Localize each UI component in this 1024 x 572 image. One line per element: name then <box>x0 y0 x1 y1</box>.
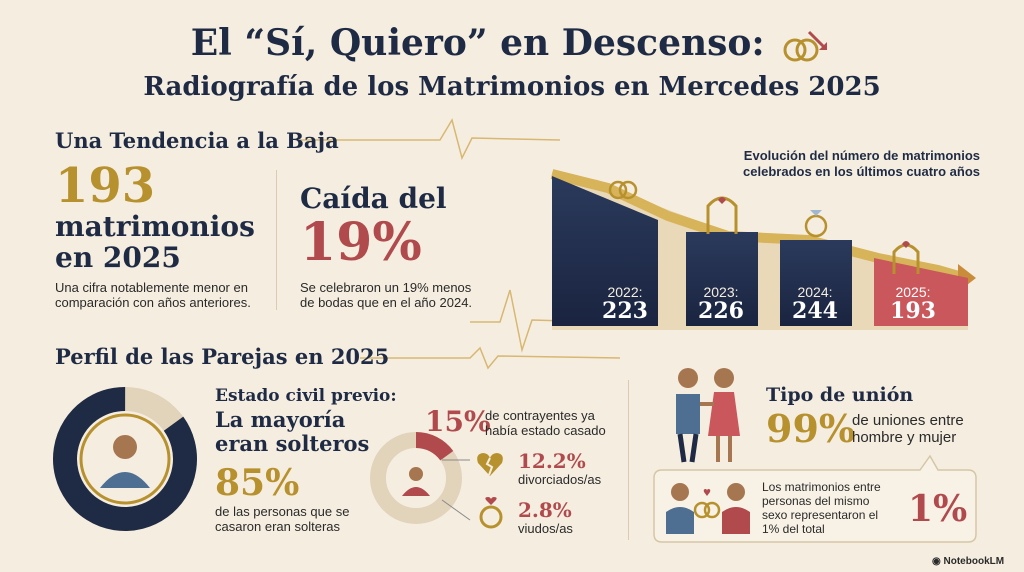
same-desc-2: personas del mismo <box>762 494 870 508</box>
profile-heading: Perfil de las Parejas en 2025 <box>55 344 390 369</box>
rings-icon <box>608 180 638 200</box>
trend-heading: Una Tendencia a la Baja <box>55 128 339 153</box>
profile-divider <box>628 380 629 540</box>
total-value: 193 <box>55 158 156 214</box>
total-label-1: matrimonios <box>55 210 255 243</box>
civil-main-1: La mayoría <box>215 407 346 432</box>
bar-year-2022: 2022: <box>607 284 643 300</box>
same-desc-3: sexo representaron el <box>762 508 879 522</box>
couple-icon <box>676 368 740 463</box>
notebooklm-icon: ◉ <box>932 556 944 567</box>
drop-label: Caída del <box>300 182 447 215</box>
bar-year-2024: 2024: <box>797 284 833 300</box>
person-icon <box>100 435 150 488</box>
chart-title-line2: celebrados en los últimos cuatro años <box>743 164 980 179</box>
total-desc-1: Una cifra notablemente menor en <box>55 280 248 295</box>
union-desc: de uniones entre hombre y mujer <box>852 412 964 446</box>
civil-main-2: eran solteros <box>215 431 370 456</box>
union-value: 99% <box>766 406 855 451</box>
diamond-ring-icon <box>804 210 828 238</box>
union-desc-1: de uniones entre <box>852 412 964 429</box>
prev-married-donut <box>370 432 462 524</box>
single-desc-1: de las personas que se <box>215 504 350 519</box>
woman-icon <box>402 467 430 496</box>
arch-heart-icon <box>892 241 920 274</box>
single-value: 85% <box>215 462 300 504</box>
same-sex-value: 1% <box>908 488 968 530</box>
ring-heart-icon <box>479 497 503 529</box>
chart-title: Evolución del número de matrimonios cele… <box>690 148 980 180</box>
bar-2022 <box>552 176 658 326</box>
same-desc-1: Los matrimonios entre <box>762 480 881 494</box>
trend-divider <box>276 170 277 310</box>
divorced-label: divorciados/as <box>518 472 602 487</box>
single-desc-2: casaron eran solteras <box>215 519 341 534</box>
arch-icon <box>706 196 738 234</box>
bar-year-2025: 2025: <box>895 284 931 300</box>
civil-label: Estado civil previo: <box>215 386 397 406</box>
total-label-2: en 2025 <box>55 241 181 274</box>
page-subtitle: Radiografía de los Matrimonios en Merced… <box>143 72 881 102</box>
broken-heart-icon <box>477 453 503 476</box>
footer-brand: ◉ NotebookLM <box>932 556 1004 567</box>
page-title: El “Sí, Quiero” en Descenso: <box>0 22 1024 66</box>
bar-2024 <box>780 240 852 326</box>
same-desc-4: 1% del total <box>762 522 825 536</box>
drop-desc-2: de bodas que en el año 2024. <box>300 295 473 310</box>
drop-desc-1: Se celebraron un 19% menos <box>300 280 472 295</box>
total-desc-2: comparación con años anteriores. <box>55 295 251 310</box>
bar-value-2022: 223 <box>602 298 648 324</box>
prev-married-desc-1: de contrayentes ya <box>485 408 595 423</box>
bar-2023 <box>686 232 758 326</box>
union-desc-2: hombre y mujer <box>852 429 957 446</box>
trend-ribbon <box>550 169 968 283</box>
prev-married-value: 15% <box>425 405 491 438</box>
same-sex-couple-icon <box>666 483 750 534</box>
bar-value-2023: 226 <box>698 298 744 324</box>
bar-value-2025: 193 <box>890 298 936 324</box>
bar-value-2024: 244 <box>792 298 838 324</box>
chart-title-line1: Evolución del número de matrimonios <box>743 148 980 163</box>
bar-2025 <box>874 258 968 326</box>
title-text: El “Sí, Quiero” en Descenso: <box>190 22 765 64</box>
single-donut-chart <box>53 387 197 531</box>
bar-year-2023: 2023: <box>703 284 739 300</box>
same-sex-desc: Los matrimonios entre personas del mismo… <box>762 480 881 536</box>
union-label: Tipo de unión <box>766 384 914 406</box>
widowed-value: 2.8% <box>518 498 572 522</box>
widowed-label: viudos/as <box>518 521 573 536</box>
connector-lines <box>441 459 471 521</box>
rings-down-arrow-icon <box>783 30 828 62</box>
drop-value: 19% <box>300 212 422 273</box>
prev-married-desc-2: había estado casado <box>485 423 606 438</box>
divorced-value: 12.2% <box>518 449 586 473</box>
footer-brand-text: NotebookLM <box>943 556 1005 567</box>
chart-svg <box>550 169 976 330</box>
